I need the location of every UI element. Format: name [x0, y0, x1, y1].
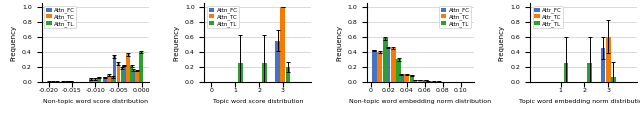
Y-axis label: Frequency: Frequency [173, 24, 179, 61]
Bar [385, 47, 390, 82]
X-axis label: Topic word embedding norm distribution: Topic word embedding norm distribution [520, 99, 640, 104]
Bar [563, 63, 568, 82]
Bar [396, 59, 401, 82]
Bar [280, 7, 285, 82]
Bar [113, 56, 116, 82]
X-axis label: Non-topic word score distribution: Non-topic word score distribution [43, 99, 148, 104]
Bar [404, 74, 409, 82]
Bar [120, 68, 124, 82]
Bar [126, 54, 129, 82]
Bar [103, 77, 107, 82]
Bar [436, 81, 442, 82]
Bar [588, 63, 592, 82]
Bar [383, 38, 387, 82]
Bar [122, 65, 125, 82]
Bar [611, 77, 616, 82]
Bar [377, 52, 382, 82]
Y-axis label: Frequency: Frequency [336, 24, 342, 61]
Bar [116, 63, 120, 82]
Legend: Attr_FC, Attr_TC, Attr_TL: Attr_FC, Attr_TC, Attr_TL [532, 6, 563, 28]
Bar [431, 81, 436, 82]
X-axis label: Topic word score distribution: Topic word score distribution [212, 99, 303, 104]
Legend: Attn_FC, Attn_TC, Attn_TL: Attn_FC, Attn_TC, Attn_TL [44, 6, 77, 28]
Bar [139, 52, 143, 82]
Bar [275, 41, 280, 82]
Bar [111, 77, 115, 82]
Bar [399, 74, 404, 82]
Bar [372, 50, 377, 82]
X-axis label: Non-topic word embedding norm distribution: Non-topic word embedding norm distributi… [349, 99, 492, 104]
Legend: Attn_FC, Attn_TC, Attn_TL: Attn_FC, Attn_TC, Attn_TL [207, 6, 239, 28]
Bar [418, 80, 422, 82]
Bar [93, 79, 97, 82]
Bar [69, 81, 73, 82]
Y-axis label: Frequency: Frequency [10, 24, 17, 61]
Bar [130, 66, 134, 82]
Bar [238, 63, 243, 82]
Bar [108, 75, 111, 82]
Bar [423, 80, 428, 82]
Bar [97, 77, 101, 82]
Bar [410, 75, 415, 82]
Bar [412, 80, 417, 82]
Bar [600, 48, 605, 82]
Y-axis label: Frequency: Frequency [499, 24, 504, 61]
Bar [90, 79, 93, 82]
Bar [426, 81, 431, 82]
Bar [131, 70, 135, 82]
Bar [606, 37, 611, 82]
Bar [390, 48, 396, 82]
Bar [135, 71, 139, 82]
Legend: Attn_FC, Attn_TC, Attn_TL: Attn_FC, Attn_TC, Attn_TL [439, 6, 471, 28]
Bar [285, 67, 291, 82]
Bar [262, 63, 267, 82]
